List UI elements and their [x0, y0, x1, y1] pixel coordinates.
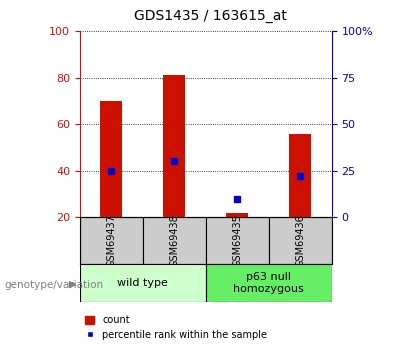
Bar: [80, 217, 143, 264]
Text: GSM69436: GSM69436: [295, 214, 305, 267]
Text: GSM69437: GSM69437: [106, 214, 116, 267]
Text: wild type: wild type: [117, 278, 168, 288]
Text: p63 null
homozygous: p63 null homozygous: [234, 272, 304, 294]
Bar: [289, 134, 311, 217]
Legend: count, percentile rank within the sample: count, percentile rank within the sample: [85, 315, 267, 340]
Bar: [143, 217, 206, 264]
Bar: [206, 217, 269, 264]
Bar: [100, 101, 122, 217]
Bar: [269, 217, 332, 264]
Text: GSM69435: GSM69435: [232, 214, 242, 267]
Text: GSM69438: GSM69438: [169, 214, 179, 267]
Bar: [226, 213, 248, 217]
Text: genotype/variation: genotype/variation: [4, 280, 103, 289]
Bar: [80, 264, 206, 302]
Bar: [163, 75, 185, 217]
Bar: [206, 264, 332, 302]
Text: GDS1435 / 163615_at: GDS1435 / 163615_at: [134, 9, 286, 23]
